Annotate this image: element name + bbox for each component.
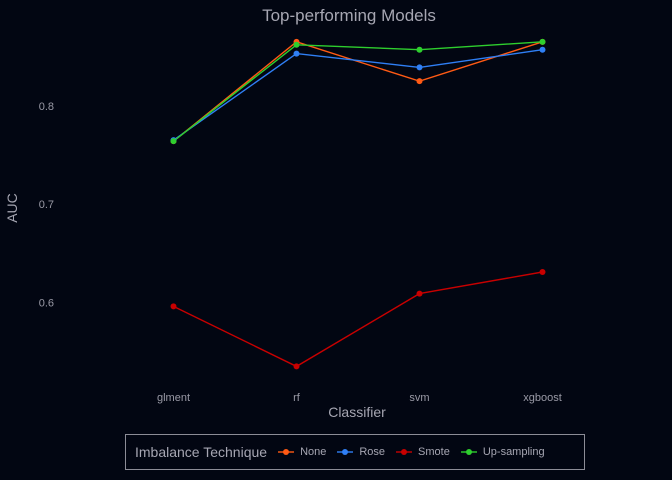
legend-key-point-smote — [401, 449, 408, 455]
y-tick-label-0.8: 0.8 — [39, 101, 54, 113]
x-axis-ticks: glment rf svm xgboost — [157, 392, 562, 404]
legend-key-rose — [337, 449, 354, 455]
y-tick-label-0.7: 0.7 — [39, 199, 54, 211]
series-lines — [173, 41, 543, 368]
series-line-none — [173, 41, 543, 142]
x-tick-label-rf: rf — [293, 392, 301, 404]
legend-label-smote: Smote — [418, 446, 450, 458]
legend-key-point-rose — [342, 449, 349, 455]
data-point-smote-glment — [170, 303, 177, 310]
legend-key-point-none — [283, 449, 290, 455]
legend-item-rose: Rose — [336, 446, 385, 458]
series-line-up-sampling — [173, 41, 543, 142]
data-point-rose-xgboost — [539, 46, 546, 53]
chart-title: Top-performing Models — [262, 6, 436, 25]
y-axis-ticks: 0.6 0.7 0.8 — [39, 101, 54, 310]
data-point-rose-rf — [293, 50, 300, 57]
data-point-none-svm — [416, 78, 423, 85]
legend-key-smote — [396, 449, 413, 455]
data-point-up-sampling-rf — [293, 41, 300, 48]
legend-title: Imbalance Technique — [135, 444, 268, 460]
legend-label-none: None — [300, 446, 327, 458]
legend-item-none: None — [277, 446, 326, 458]
legend-items: None Rose Smote Up-sampling — [277, 446, 555, 458]
data-point-rose-svm — [416, 64, 423, 71]
x-tick-label-xgboost: xgboost — [523, 392, 562, 404]
data-point-up-sampling-svm — [416, 46, 423, 53]
legend-item-smote: Smote — [395, 446, 450, 458]
data-point-smote-svm — [416, 290, 423, 297]
y-axis-title: AUC — [4, 193, 20, 223]
legend-key-point-up-sampling — [465, 449, 472, 455]
legend-label-up-sampling: Up-sampling — [482, 446, 545, 458]
data-point-up-sampling-xgboost — [539, 38, 546, 45]
y-tick-label-0.6: 0.6 — [39, 297, 54, 309]
data-point-smote-rf — [293, 363, 300, 370]
legend-key-up-sampling — [460, 449, 477, 455]
x-tick-label-svm: svm — [409, 392, 429, 404]
legend-key-none — [278, 449, 295, 455]
series-points — [170, 38, 546, 370]
legend-item-up-sampling: Up-sampling — [460, 446, 545, 458]
x-axis-title: Classifier — [328, 404, 386, 420]
data-point-smote-xgboost — [539, 268, 546, 275]
x-tick-label-glment: glment — [157, 392, 190, 404]
series-line-rose — [173, 49, 543, 141]
data-point-up-sampling-glment — [170, 138, 177, 145]
series-line-smote — [173, 271, 543, 368]
legend-label-rose: Rose — [359, 446, 386, 458]
legend: Imbalance Technique None Rose Smote Up-samp… — [125, 434, 585, 470]
